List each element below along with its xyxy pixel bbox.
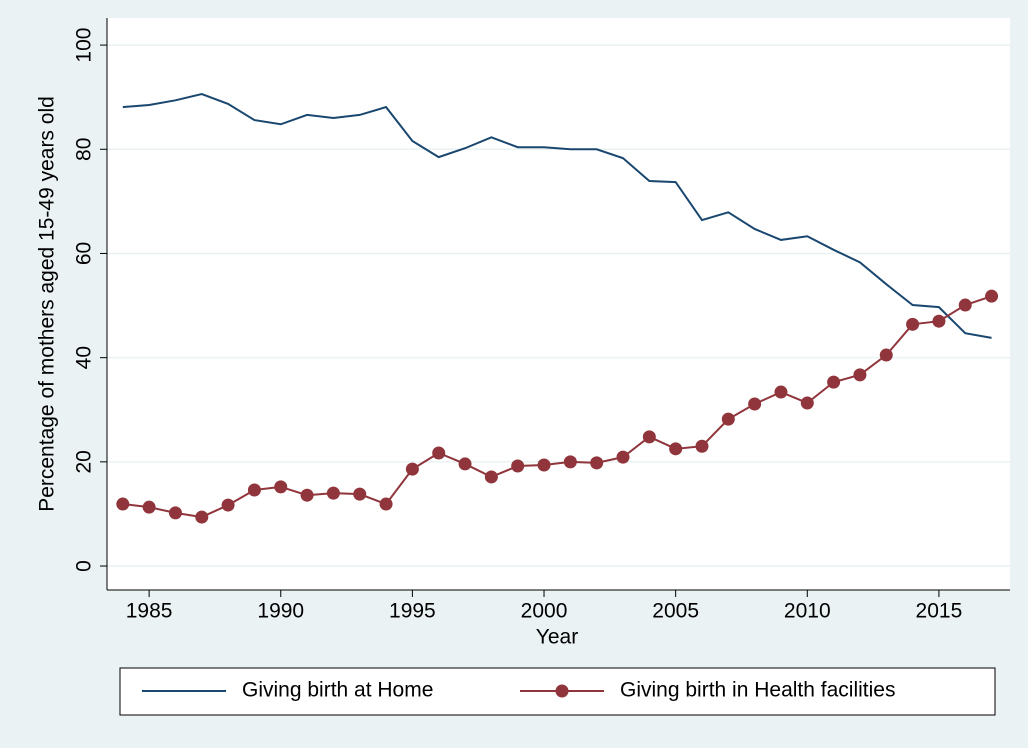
x-tick-label: 1995 (389, 600, 436, 623)
series-marker (300, 488, 314, 502)
series-marker (563, 455, 577, 469)
x-tick-label: 2015 (916, 600, 963, 623)
series-marker (537, 458, 551, 472)
series-marker (721, 412, 735, 426)
series-marker (853, 368, 867, 382)
series-marker (616, 450, 630, 464)
series-marker (827, 375, 841, 389)
y-tick-label: 20 (73, 450, 96, 473)
series-line (122, 93, 992, 339)
series-marker (142, 500, 156, 514)
series-marker (800, 396, 814, 410)
series-marker (932, 314, 946, 328)
series-marker (906, 317, 920, 331)
series-marker (642, 430, 656, 444)
series-marker (432, 446, 446, 460)
series-marker (748, 397, 762, 411)
legend-label: Giving birth at Home (242, 679, 433, 702)
y-tick-label: 60 (73, 242, 96, 265)
legend-marker (555, 684, 569, 698)
series-marker (958, 298, 972, 312)
series-marker (590, 456, 604, 470)
x-tick-label: 2010 (784, 600, 831, 623)
series-marker (511, 459, 525, 473)
series-marker (326, 486, 340, 500)
series-marker (458, 457, 472, 471)
x-tick-label: 1985 (126, 600, 173, 623)
plot-area (107, 18, 1010, 590)
x-tick-label: 2005 (652, 600, 699, 623)
series-marker (985, 289, 999, 303)
legend-label: Giving birth in Health facilities (620, 679, 895, 702)
series-marker (695, 439, 709, 453)
series-marker (116, 497, 130, 511)
series-marker (774, 385, 788, 399)
x-tick-label: 2000 (521, 600, 568, 623)
series-marker (484, 470, 498, 484)
series-marker (247, 483, 261, 497)
series-line (122, 295, 992, 519)
y-tick-label: 100 (73, 28, 96, 63)
y-tick-label: 80 (73, 138, 96, 161)
series-marker (274, 480, 288, 494)
series-marker (379, 497, 393, 511)
x-axis-title: Year (536, 626, 578, 649)
series-marker (195, 510, 209, 524)
x-tick-label: 1990 (257, 600, 304, 623)
series-marker (221, 498, 235, 512)
series-marker (879, 348, 893, 362)
y-axis-title: Percentage of mothers aged 15-49 years o… (36, 96, 59, 512)
y-tick-label: 0 (73, 560, 96, 572)
series-marker (168, 506, 182, 520)
series-marker (353, 487, 367, 501)
series-marker (405, 462, 419, 476)
y-tick-label: 40 (73, 346, 96, 369)
series-marker (669, 442, 683, 456)
